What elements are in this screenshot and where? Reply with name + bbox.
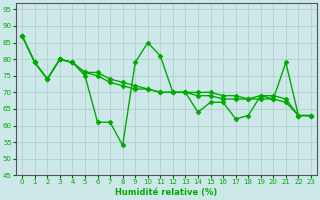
X-axis label: Humidité relative (%): Humidité relative (%) <box>116 188 218 197</box>
